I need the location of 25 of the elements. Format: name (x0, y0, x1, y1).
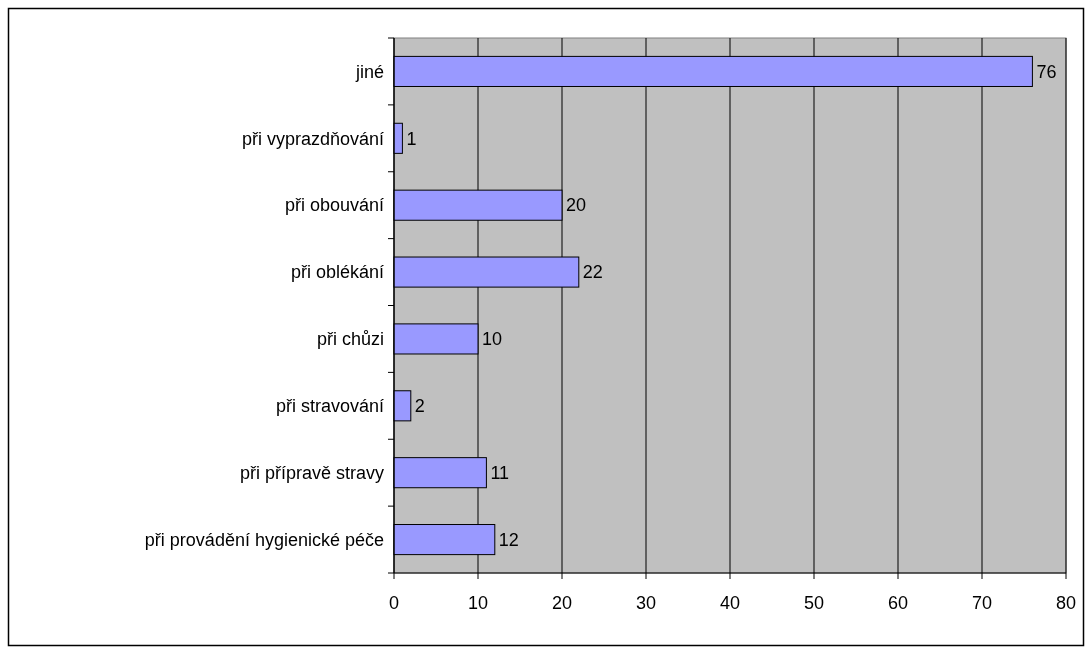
y-tick-label: při vyprazdňování (241, 128, 384, 149)
data-label: 11 (490, 462, 510, 483)
x-tick-label: 20 (551, 593, 573, 613)
y-tick-label: při obouvání (284, 195, 384, 216)
x-tick-label: 30 (635, 593, 657, 613)
y-tick-label: při oblékání (290, 262, 384, 283)
data-label: 20 (566, 195, 587, 216)
x-tick-label: 80 (1055, 593, 1077, 613)
x-tick-label: 60 (887, 593, 909, 613)
data-label: 1 (406, 128, 417, 149)
y-tick-label: při chůzi (316, 329, 384, 350)
y-tick-label: jiné (354, 61, 384, 82)
x-tick-label: 50 (803, 593, 825, 613)
x-tick-label: 40 (719, 593, 741, 613)
y-tick-label: při přípravě stravy (239, 462, 384, 483)
data-label: 10 (482, 329, 503, 350)
x-tick-label: 0 (388, 593, 400, 613)
x-tick-label: 70 (971, 593, 993, 613)
data-label: 12 (498, 529, 519, 550)
data-label: 2 (414, 396, 425, 417)
data-label: 22 (582, 262, 603, 283)
data-label: 76 (1036, 61, 1057, 82)
y-tick-label: při stravování (275, 396, 384, 417)
x-tick-label: 10 (467, 593, 489, 613)
y-tick-label: při provádění hygienické péče (144, 529, 384, 550)
